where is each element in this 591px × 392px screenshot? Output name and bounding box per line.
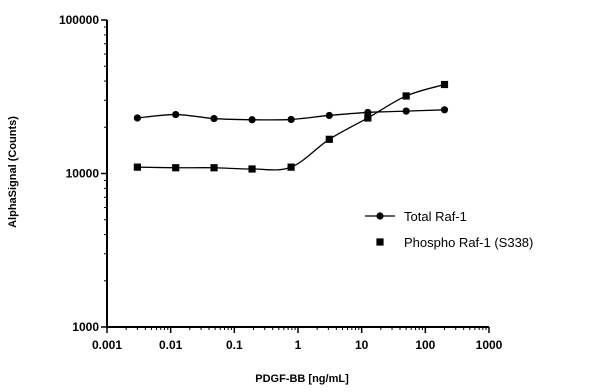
data-point-square — [172, 164, 180, 172]
data-point-circle — [133, 114, 141, 122]
data-point-circle — [402, 107, 410, 115]
y-tick-label: 1000 — [72, 320, 99, 334]
x-tick-label: 1 — [295, 338, 302, 352]
x-tick-label: 0.01 — [159, 338, 183, 352]
data-point-square — [364, 114, 372, 122]
y-axis-title: AlphaSignal (Counts) — [7, 116, 19, 228]
x-tick-label: 0.1 — [226, 338, 243, 352]
legend-label: Phospho Raf-1 (S338) — [404, 235, 533, 250]
legend: Total Raf-1 Phospho Raf-1 (S338) — [365, 209, 533, 250]
legend-marker-circle — [376, 212, 384, 220]
data-point-circle — [325, 111, 333, 120]
fit-curve — [137, 83, 445, 171]
data-point-circle — [172, 110, 180, 119]
data-point-circle — [248, 116, 256, 124]
data-point-circle — [364, 108, 372, 117]
x-tick-label: 0.001 — [92, 338, 122, 352]
data-point-circle — [440, 106, 449, 114]
y-tick-label: 100000 — [59, 13, 99, 27]
x-tick-label: 100 — [415, 338, 435, 352]
data-point-square — [210, 164, 218, 172]
data-points — [133, 80, 449, 173]
fit-curves — [137, 83, 445, 171]
x-axis-title: PDGF-BB [ng/mL] — [255, 373, 349, 385]
legend-marker-square — [376, 238, 384, 246]
axes: 0.001 0.01 0.1 1 10 100 1000 1000 10000 100000 — [59, 13, 503, 352]
data-point-circle — [210, 114, 218, 123]
data-point-square — [248, 165, 256, 173]
y-tick-label: 10000 — [66, 167, 100, 181]
data-point-square — [325, 135, 333, 143]
data-point-square — [440, 80, 449, 89]
data-point-square — [133, 163, 141, 171]
legend-label: Total Raf-1 — [404, 209, 467, 224]
x-tick-label: 10 — [355, 338, 369, 352]
data-point-square — [287, 163, 295, 171]
x-tick-label: 1000 — [476, 338, 503, 352]
data-point-circle — [287, 115, 295, 124]
data-point-square — [402, 92, 410, 100]
